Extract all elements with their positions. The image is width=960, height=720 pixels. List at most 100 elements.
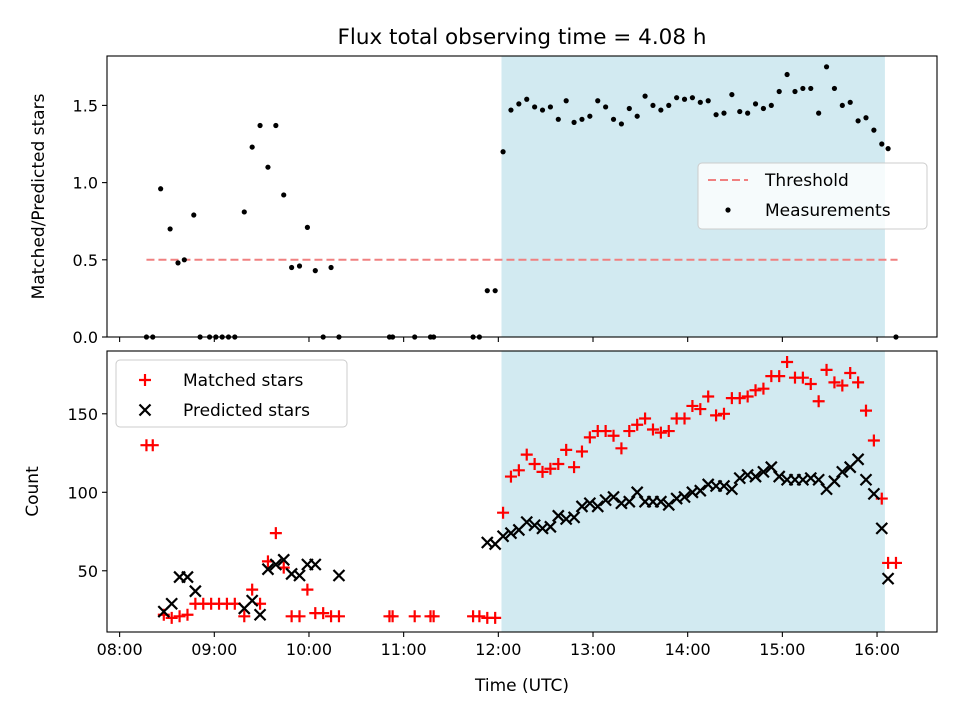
measurement-point bbox=[768, 102, 774, 109]
legend-matched-label: Matched stars bbox=[183, 371, 303, 391]
measurement-point bbox=[879, 141, 885, 147]
legend-predicted-label: Predicted stars bbox=[183, 401, 310, 421]
legend-box bbox=[115, 359, 348, 428]
matched-star-marker bbox=[386, 610, 399, 623]
measurement-point bbox=[689, 95, 696, 101]
predicted-star-marker bbox=[277, 553, 291, 567]
measurement-point bbox=[885, 146, 891, 152]
matched-star-marker bbox=[828, 376, 841, 389]
x-tick-label: 09:00 bbox=[191, 640, 237, 659]
measurement-point bbox=[603, 104, 609, 110]
measurement-point bbox=[532, 104, 538, 110]
measurement-point bbox=[792, 88, 798, 95]
count-panel: 08:00 09:00 10:00 11:00 12:00 13:00 14:00 15:00… bbox=[23, 350, 938, 659]
matched-star-marker bbox=[820, 363, 833, 376]
measurement-point bbox=[863, 115, 869, 121]
matched-star-marker bbox=[639, 412, 652, 425]
y-axis-label: Matched/Predicted stars bbox=[29, 93, 49, 299]
predicted-star-marker bbox=[253, 608, 267, 622]
matched-star-marker bbox=[520, 448, 533, 461]
measurement-point bbox=[618, 121, 625, 127]
matched-star-marker bbox=[473, 610, 486, 623]
measurement-point bbox=[547, 104, 554, 110]
matched-star-marker bbox=[844, 366, 857, 379]
predicted-star-marker bbox=[567, 511, 581, 524]
matched-star-marker bbox=[733, 392, 746, 405]
matched-star-marker bbox=[560, 443, 573, 456]
y-axis-label: Count bbox=[23, 466, 43, 517]
measurement-point bbox=[721, 110, 727, 116]
measurement-point bbox=[508, 107, 514, 113]
y-tick-label: 1.5 bbox=[73, 96, 98, 115]
x-tick-label: 11:00 bbox=[381, 640, 427, 659]
measurement-point bbox=[587, 113, 593, 119]
measurement-point bbox=[705, 98, 711, 104]
matched-star-marker bbox=[812, 395, 825, 408]
matched-star-marker bbox=[741, 390, 754, 403]
x-tick-label: 16:00 bbox=[854, 640, 900, 659]
matched-star-marker bbox=[757, 382, 770, 395]
predicted-star-marker bbox=[881, 572, 895, 585]
measurement-point bbox=[273, 122, 279, 129]
matched-star-marker bbox=[568, 461, 581, 474]
measurement-point bbox=[634, 113, 640, 119]
matched-star-marker bbox=[717, 407, 730, 420]
measurement-point bbox=[823, 64, 830, 70]
matched-star-marker bbox=[332, 610, 345, 623]
predicted-star-marker bbox=[332, 569, 346, 582]
measurement-point bbox=[304, 224, 310, 230]
legend: Matched stars Predicted stars bbox=[115, 359, 348, 428]
measurement-point bbox=[524, 96, 530, 102]
measurement-point bbox=[492, 288, 498, 294]
matched-star-marker bbox=[686, 399, 699, 412]
measurement-point bbox=[571, 119, 577, 125]
predicted-star-marker bbox=[694, 484, 707, 497]
matched-star-marker bbox=[694, 403, 707, 416]
matched-star-marker bbox=[859, 404, 872, 417]
matched-star-marker bbox=[796, 371, 809, 384]
matched-star-marker bbox=[552, 458, 565, 471]
predicted-star-marker bbox=[309, 558, 322, 571]
measurement-point bbox=[816, 110, 822, 116]
measurement-point bbox=[681, 96, 688, 102]
measurement-point bbox=[516, 101, 522, 107]
matched-star-marker bbox=[528, 458, 541, 471]
predicted-star-marker bbox=[181, 570, 194, 584]
measurement-point bbox=[800, 85, 806, 92]
predicted-star-marker bbox=[591, 500, 605, 513]
predicted-star-marker bbox=[757, 465, 770, 479]
legend-measurement-swatch bbox=[725, 207, 731, 213]
matched-star-marker bbox=[781, 355, 794, 368]
predicted-star-marker bbox=[867, 487, 881, 501]
measurement-point bbox=[167, 226, 173, 232]
predicted-star-marker bbox=[678, 490, 691, 504]
predicted-star-marker bbox=[583, 496, 597, 510]
measurement-point bbox=[713, 112, 719, 118]
matched-star-marker bbox=[173, 610, 186, 623]
matched-star-marker bbox=[238, 610, 251, 623]
predicted-star-marker bbox=[772, 470, 786, 483]
predicted-star-marker bbox=[245, 594, 259, 607]
predicted-star-marker bbox=[504, 526, 518, 540]
axes-frame bbox=[106, 55, 938, 338]
predicted-star-marker bbox=[607, 490, 620, 504]
predicted-star-marker bbox=[544, 520, 557, 534]
x-tick-label: 12:00 bbox=[475, 640, 521, 659]
predicted-star-marker bbox=[851, 453, 865, 466]
measurement-point bbox=[555, 116, 561, 122]
legend-threshold-label: Threshold bbox=[764, 171, 849, 191]
measurement-point bbox=[855, 118, 861, 124]
predicted-star-marker bbox=[165, 597, 178, 611]
predicted-star-marker bbox=[189, 584, 202, 598]
legend: Threshold Measurements bbox=[697, 162, 928, 230]
ratio-panel: 0.0 0.5 1.0 1.5 Matched/Predicted stars Thres… bbox=[29, 55, 938, 347]
measurement-point bbox=[312, 268, 318, 274]
measurement-point bbox=[650, 102, 656, 109]
matched-star-marker bbox=[749, 384, 762, 397]
predicted-star-marker bbox=[725, 482, 739, 496]
y-tick-label: 150 bbox=[67, 405, 98, 424]
measurement-point bbox=[296, 263, 303, 269]
measurement-point bbox=[808, 85, 814, 92]
matched-star-marker bbox=[181, 608, 194, 621]
matched-star-marker bbox=[631, 418, 644, 431]
